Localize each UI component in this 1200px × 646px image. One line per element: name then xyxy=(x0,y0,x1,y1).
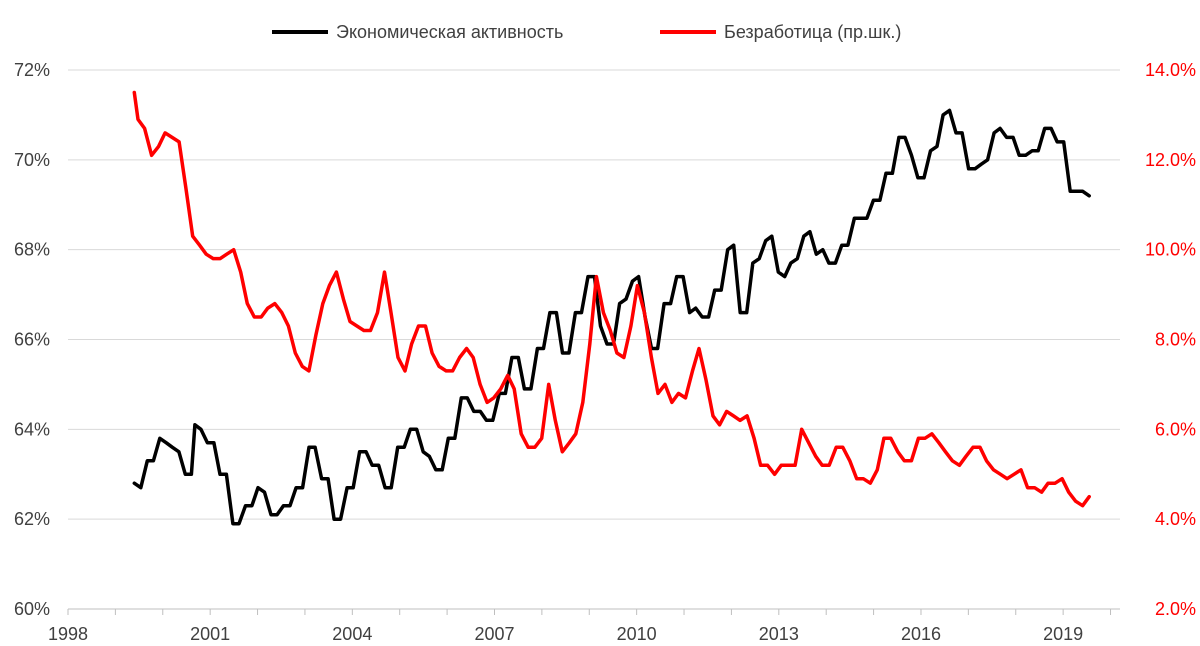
legend-label: Безработица (пр.шк.) xyxy=(724,22,901,42)
gridlines xyxy=(68,69,1120,520)
y-right-tick-label: 10.0% xyxy=(1145,240,1196,260)
x-tick-label: 2016 xyxy=(901,624,941,644)
series-line-activity xyxy=(132,108,1091,526)
y-left-tick-label: 72% xyxy=(14,60,50,80)
y-left-tick-label: 66% xyxy=(14,330,50,350)
x-tick-label: 1998 xyxy=(48,624,88,644)
y-left-tick-label: 70% xyxy=(14,150,50,170)
y-left-tick-label: 64% xyxy=(14,419,50,439)
y-left-tick-label: 68% xyxy=(14,240,50,260)
x-tick-label: 2013 xyxy=(759,624,799,644)
legend-item-unemployment: Безработица (пр.шк.) xyxy=(660,22,901,42)
y-left-tick-label: 62% xyxy=(14,509,50,529)
x-tick-label: 2019 xyxy=(1043,624,1083,644)
x-tick-label: 2001 xyxy=(190,624,230,644)
legend: Экономическая активность Безработица (пр.… xyxy=(272,22,901,42)
legend-item-activity: Экономическая активность xyxy=(272,22,563,42)
series-line-unemployment xyxy=(132,90,1091,508)
y-right-tick-label: 6.0% xyxy=(1155,419,1196,439)
legend-label: Экономическая активность xyxy=(336,22,563,42)
axes: 60% 62% 64% 66% 68% 70% 72% 2.0% 4.0% 6.0% 8.0% 10.… xyxy=(14,60,1196,644)
y-right-tick-label: 4.0% xyxy=(1155,509,1196,529)
y-right-tick-label: 8.0% xyxy=(1155,330,1196,350)
x-tick-label: 2007 xyxy=(474,624,514,644)
y-right-tick-label: 2.0% xyxy=(1155,599,1196,619)
series-lines xyxy=(132,90,1091,526)
y-left-tick-label: 60% xyxy=(14,599,50,619)
x-tick-label: 2010 xyxy=(617,624,657,644)
x-tick-label: 2004 xyxy=(332,624,372,644)
y-right-tick-label: 14.0% xyxy=(1145,60,1196,80)
y-right-tick-label: 12.0% xyxy=(1145,150,1196,170)
